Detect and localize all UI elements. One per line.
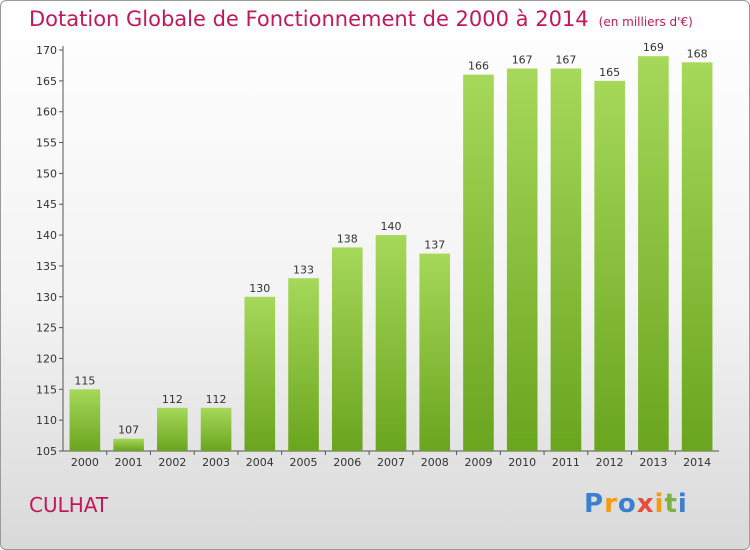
logo-letter: x <box>636 489 655 519</box>
logo-letter: o <box>617 489 637 519</box>
x-tick-label-2012: 2012 <box>596 456 624 469</box>
data-label-2013: 169 <box>643 41 664 54</box>
data-label-2010: 167 <box>512 54 533 67</box>
x-tick-label-2002: 2002 <box>158 456 186 469</box>
data-label-2011: 167 <box>555 54 576 67</box>
bar-2006 <box>331 247 363 451</box>
chart-title: Dotation Globale de Fonctionnement de 20… <box>29 7 693 31</box>
bar-2005 <box>288 278 319 451</box>
x-tick-label-2009: 2009 <box>464 456 492 469</box>
proxiti-logo: Proxiti <box>584 489 688 519</box>
bar-2013 <box>638 56 669 452</box>
x-tick-label-2000: 2000 <box>71 456 99 469</box>
x-axis: 2000 2001 2002 2003 2004 2005 2006 2007 2008 2009… <box>63 450 719 469</box>
bar-2000 <box>69 389 101 451</box>
unit-label: (en milliers d'€) <box>598 15 693 29</box>
y-tick-label: 165 <box>36 75 57 88</box>
x-tick-label-2010: 2010 <box>508 456 536 469</box>
data-label-2006: 138 <box>337 232 358 245</box>
bar-2007 <box>375 235 407 451</box>
logo-letter: t <box>664 489 678 519</box>
title-text: Dotation Globale de Fonctionnement de 20… <box>29 7 589 31</box>
y-tick-label: 115 <box>36 383 57 396</box>
bar-2009 <box>463 74 494 451</box>
bar-2002 <box>157 407 188 451</box>
bars: 115 107 112 112 130 133 138 140 137 166 167 167 165 1… <box>69 41 713 452</box>
x-tick-label-2005: 2005 <box>290 456 318 469</box>
bar-2008 <box>419 253 451 451</box>
logo-letter: i <box>677 489 688 519</box>
commune-name: CULHAT <box>29 493 109 517</box>
x-tick-label-2007: 2007 <box>377 456 405 469</box>
y-tick-label: 145 <box>36 198 57 211</box>
y-tick-label: 105 <box>36 445 57 458</box>
data-label-2012: 165 <box>599 66 620 79</box>
x-tick-label-2011: 2011 <box>552 456 580 469</box>
bar-2012 <box>594 80 625 451</box>
y-tick-label: 110 <box>36 414 57 427</box>
bar-2004 <box>244 296 276 451</box>
x-tick-label-2001: 2001 <box>115 456 143 469</box>
bar-2001 <box>113 438 144 451</box>
data-label-2014: 168 <box>687 47 708 60</box>
logo-letter: i <box>654 489 665 519</box>
x-tick-label-2003: 2003 <box>202 456 230 469</box>
x-tick-label-2013: 2013 <box>639 456 667 469</box>
data-label-2004: 130 <box>249 282 270 295</box>
y-tick-label: 150 <box>36 167 57 180</box>
data-label-2008: 137 <box>424 239 445 252</box>
data-label-2001: 107 <box>118 424 139 437</box>
data-label-2009: 166 <box>468 60 489 73</box>
data-label-2005: 133 <box>293 263 314 276</box>
y-tick-label: 120 <box>36 352 57 365</box>
bar-2014 <box>681 62 713 451</box>
y-tick-label: 170 <box>36 44 57 57</box>
data-label-2007: 140 <box>381 220 402 233</box>
x-tick-label-2008: 2008 <box>421 456 449 469</box>
y-tick-label: 135 <box>36 260 57 273</box>
x-tick-label-2004: 2004 <box>246 456 274 469</box>
bar-2010 <box>506 68 538 451</box>
y-axis: 105 110 115 120 125 130 135 140 145 150 155 160 165 1… <box>36 44 64 458</box>
logo-letter: r <box>604 489 618 519</box>
bar-2011 <box>550 68 582 451</box>
data-label-2000: 115 <box>74 374 95 387</box>
bar-2003 <box>200 407 232 451</box>
y-tick-label: 130 <box>36 291 57 304</box>
logo-letter: P <box>584 489 605 519</box>
y-tick-label: 140 <box>36 229 57 242</box>
data-label-2003: 112 <box>206 393 227 406</box>
y-tick-label: 160 <box>36 106 57 119</box>
x-tick-label-2006: 2006 <box>333 456 361 469</box>
data-label-2002: 112 <box>162 393 183 406</box>
y-tick-label: 125 <box>36 322 57 335</box>
y-tick-label: 155 <box>36 137 57 150</box>
x-tick-label-2014: 2014 <box>683 456 711 469</box>
